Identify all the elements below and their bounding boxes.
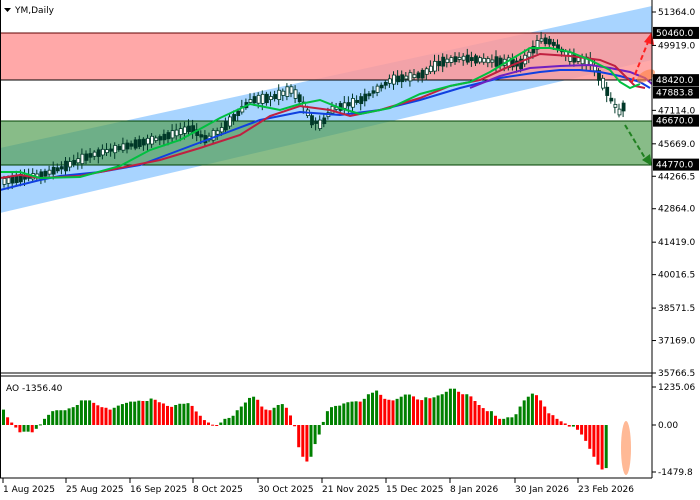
price-level-badge: [653, 114, 699, 127]
price-tick-label: 38571.5: [658, 304, 695, 314]
price-level-badge: [653, 74, 699, 87]
ao-pane[interactable]: AO -1356.40: [2, 384, 631, 475]
price-level-badge: [653, 26, 699, 39]
time-tick-label: 8 Jan 2026: [450, 485, 498, 495]
ao-histogram: [2, 388, 608, 470]
ao-tick-label: -1479.8: [658, 468, 693, 478]
time-tick-label: 21 Nov 2025: [322, 485, 380, 495]
time-tick-label: 25 Aug 2025: [66, 485, 124, 495]
ao-label: AO -1356.40: [6, 384, 63, 394]
price-tick-label: 49919.0: [658, 41, 695, 51]
triangle-down-icon[interactable]: [4, 8, 11, 12]
support-zone: [0, 121, 652, 165]
time-tick-label: 30 Oct 2025: [258, 485, 314, 495]
price-axis[interactable]: 51364.0 49919.0 47114.0 45669.0 44266.5 42864…: [652, 8, 699, 379]
price-tick-label: 51364.0: [658, 8, 695, 18]
symbol-label: YM,Daily: [14, 6, 55, 16]
price-level-label: 47883.8: [656, 89, 693, 99]
price-pane[interactable]: YM,Daily: [0, 0, 657, 373]
time-axis: 1 Aug 2025 25 Aug 2025 16 Sep 2025 8 Oct 20…: [2, 478, 634, 495]
time-tick-label: 16 Sep 2025: [130, 485, 187, 495]
highlight-marker: [636, 69, 656, 83]
ao-tick-label: 1235.06: [658, 383, 695, 393]
time-tick-label: 8 Oct 2025: [193, 485, 243, 495]
candlesticks: [2, 31, 626, 190]
price-tick-label: 37169.0: [658, 337, 695, 347]
price-tick-label: 40016.5: [658, 271, 695, 281]
price-level-badge: [653, 158, 699, 171]
price-tick-label: 44266.5: [658, 172, 695, 182]
time-tick-label: 15 Dec 2025: [386, 485, 444, 495]
arrow-down-scenario: [624, 124, 652, 166]
price-level-label: 46670.0: [656, 117, 693, 127]
price-level-label: 44770.0: [656, 161, 693, 171]
price-level-label: 48420.0: [656, 76, 693, 86]
price-tick-label: 45669.0: [658, 140, 695, 150]
price-tick-label: 47114.0: [658, 106, 695, 116]
time-tick-label: 30 Jan 2026: [515, 485, 569, 495]
price-tick-label: 41419.0: [658, 238, 695, 248]
ao-axis: 1235.06 0.00 -1479.8: [652, 383, 695, 478]
price-level-badge: [653, 86, 699, 99]
price-tick-label: 42864.0: [658, 205, 695, 215]
ma-green: [0, 47, 641, 180]
ao-tick-label: 0.00: [658, 421, 678, 431]
resistance-zone: [0, 33, 652, 80]
price-tick-label: 35766.5: [658, 369, 695, 379]
time-tick-label: 1 Aug 2025: [3, 485, 55, 495]
price-level-label: 50460.0: [656, 29, 693, 39]
ao-highlight-marker: [621, 421, 631, 475]
moving-averages: [0, 47, 653, 191]
time-tick-label: 23 Feb 2026: [578, 485, 634, 495]
